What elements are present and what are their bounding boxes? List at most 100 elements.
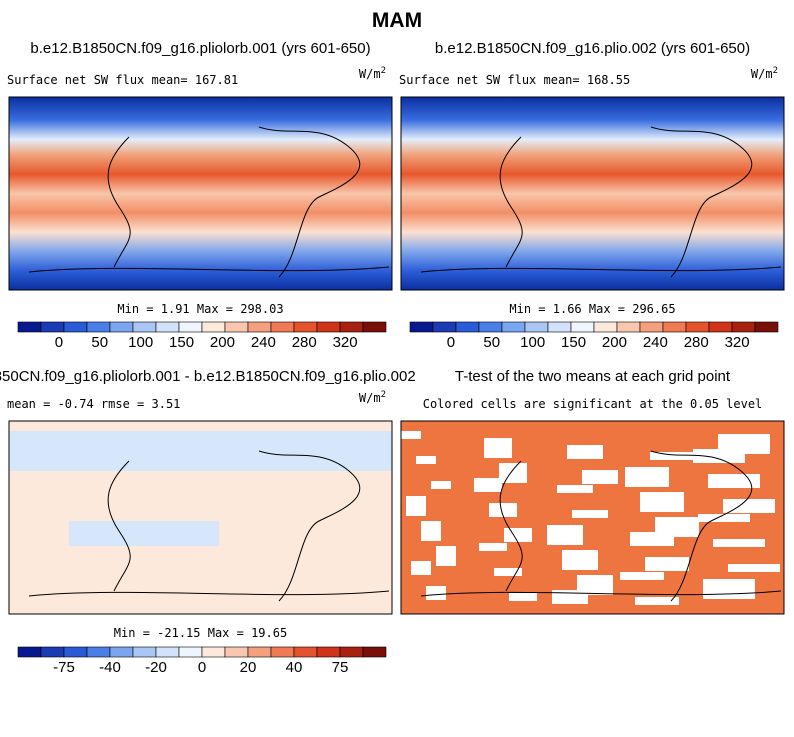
colorbar-box: [501, 321, 526, 333]
map-patch: [411, 561, 431, 575]
colorbar-box: [570, 321, 595, 333]
map-patch: [431, 481, 451, 489]
colorbar-label: 200: [210, 334, 235, 351]
map-patch: [426, 586, 446, 600]
colorbar-box: [247, 321, 272, 333]
colorbar-box: [155, 646, 180, 658]
colorbar-box: [178, 646, 203, 658]
colorbar-box: [63, 321, 88, 333]
colorbar-box: [754, 321, 779, 333]
map-patch: [572, 510, 608, 518]
colorbar-box: [86, 646, 111, 658]
colorbar-box: [293, 646, 318, 658]
map-patch: [718, 434, 770, 454]
map-patch: [708, 474, 760, 488]
colorbar-label: 280: [292, 334, 317, 351]
colorbar-box: [639, 321, 664, 333]
units-sup: 2: [381, 66, 386, 76]
coastline: [28, 126, 390, 278]
colorbar-label: 50: [91, 334, 108, 351]
colorbar-box: [201, 321, 226, 333]
colorbar-box: [40, 321, 65, 333]
colorbar-box: [455, 321, 480, 333]
colorbar-label: 280: [684, 334, 709, 351]
map-patch: [567, 445, 603, 459]
colorbar-box: [224, 646, 249, 658]
map-patch: [557, 485, 593, 493]
map: [400, 96, 785, 291]
stats: Min = -21.15 Max = 19.65: [114, 626, 287, 640]
colorbar-box: [109, 321, 134, 333]
panel-subtitle: Surface net SW flux mean= 168.55: [399, 73, 630, 87]
colorbar-label: 100: [520, 334, 545, 351]
panel-subtitle: Colored cells are significant at the 0.0…: [423, 397, 763, 411]
units: W/m2: [751, 66, 778, 81]
colorbar-box: [270, 646, 295, 658]
map-patch: [509, 593, 537, 601]
panel-title: T-test of the two means at each grid poi…: [455, 368, 731, 385]
map-patch: [655, 517, 699, 537]
colorbar-box: [17, 646, 42, 658]
units-sup: 2: [381, 390, 386, 400]
units: W/m2: [359, 66, 386, 81]
colorbar-label: 0: [198, 659, 206, 676]
map-patch: [416, 456, 436, 464]
map-patch: [640, 492, 684, 512]
colorbar-label: 150: [561, 334, 586, 351]
map-patch: [479, 543, 507, 551]
colorbar-box: [63, 646, 88, 658]
colorbar-label: 50: [483, 334, 500, 351]
colorbar-box: [708, 321, 733, 333]
units: W/m2: [359, 390, 386, 405]
panel-title: b.e12.B1850CN.f09_g16.pliolorb.001 (yrs …: [30, 40, 370, 57]
map-patch: [703, 579, 755, 599]
map-frame: [8, 96, 393, 291]
colorbar-box: [547, 321, 572, 333]
colorbar-label: 0: [55, 334, 63, 351]
colorbar-box: [316, 646, 341, 658]
colorbar-label: 320: [333, 334, 358, 351]
coastline: [28, 450, 390, 602]
colorbar-box: [132, 646, 157, 658]
map-patch: [645, 557, 689, 571]
map-patch: [499, 463, 527, 483]
colorbar-box: [685, 321, 710, 333]
colorbar-box: [731, 321, 756, 333]
map-frame: [400, 96, 785, 291]
colorbar-label: 100: [128, 334, 153, 351]
units-base: W/m: [359, 391, 381, 405]
colorbar-box: [224, 321, 249, 333]
map-patch: [504, 528, 532, 542]
colorbar-label: -40: [99, 659, 121, 676]
figure-title: MAM: [372, 9, 422, 32]
colorbar-box: [201, 646, 226, 658]
map-patch: [9, 431, 392, 546]
map-patch: [489, 503, 517, 517]
map-frame: [8, 420, 393, 615]
colorbar-box: [362, 321, 387, 333]
panel-subtitle: Surface net SW flux mean= 167.81: [7, 73, 238, 87]
map-patch: [582, 470, 618, 484]
colorbar-box: [432, 321, 457, 333]
map-frame: [400, 420, 785, 615]
map-patch: [713, 539, 765, 547]
colorbar-box: [270, 321, 295, 333]
map-patch: [421, 521, 441, 541]
colorbar-box: [132, 321, 157, 333]
colorbar-box: [524, 321, 549, 333]
panel-title: 1850CN.f09_g16.pliolorb.001 - b.e12.B185…: [0, 368, 416, 385]
map-patch: [562, 550, 598, 570]
map-patch: [474, 478, 502, 492]
colorbar-label: 40: [286, 659, 303, 676]
colorbar-box: [409, 321, 434, 333]
map-patch: [723, 499, 775, 513]
coastline: [420, 450, 782, 602]
colorbar-box: [662, 321, 687, 333]
colorbar-label: 0: [447, 334, 455, 351]
map-patch: [484, 438, 512, 458]
colorbar-box: [86, 321, 111, 333]
map-patch: [406, 496, 426, 516]
colorbar-label: 20: [240, 659, 257, 676]
colorbar-label: -75: [53, 659, 75, 676]
